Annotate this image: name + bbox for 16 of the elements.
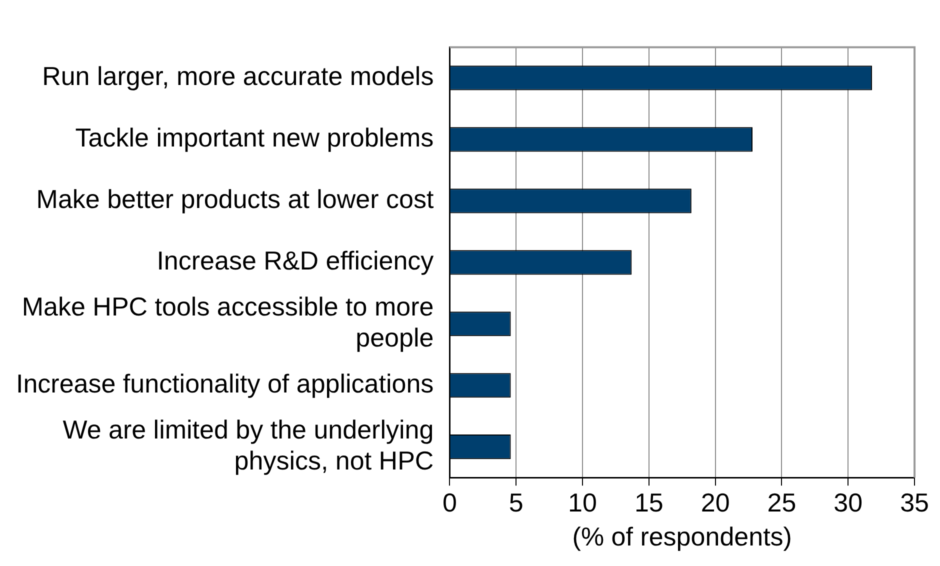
x-tick-label: 0 [442,487,457,518]
x-tick-label: 30 [834,487,863,518]
x-tick-label: 20 [700,487,730,518]
y-tick-label: Increase functionality of applications [16,368,434,399]
x-tick-label: 15 [634,487,664,518]
y-tick-label: Tackle important new problems [75,122,434,153]
x-tick-label: 25 [767,487,796,518]
y-tick-label: Run larger, more accurate models [42,61,434,92]
y-tick-label: Make better products at lower cost [36,184,434,214]
y-tick-label: We are limited by the underlying physics, not HPC [62,414,434,476]
x-tick-label: 35 [900,487,929,518]
y-tick-label: Increase R&D efficiency [156,246,434,276]
x-tick-label: 10 [568,487,597,518]
x-axis-title: (% of respondents) [572,522,792,552]
x-tick-label: 5 [508,487,524,518]
y-tick-label: Make HPC tools accessible to more people [22,291,434,353]
